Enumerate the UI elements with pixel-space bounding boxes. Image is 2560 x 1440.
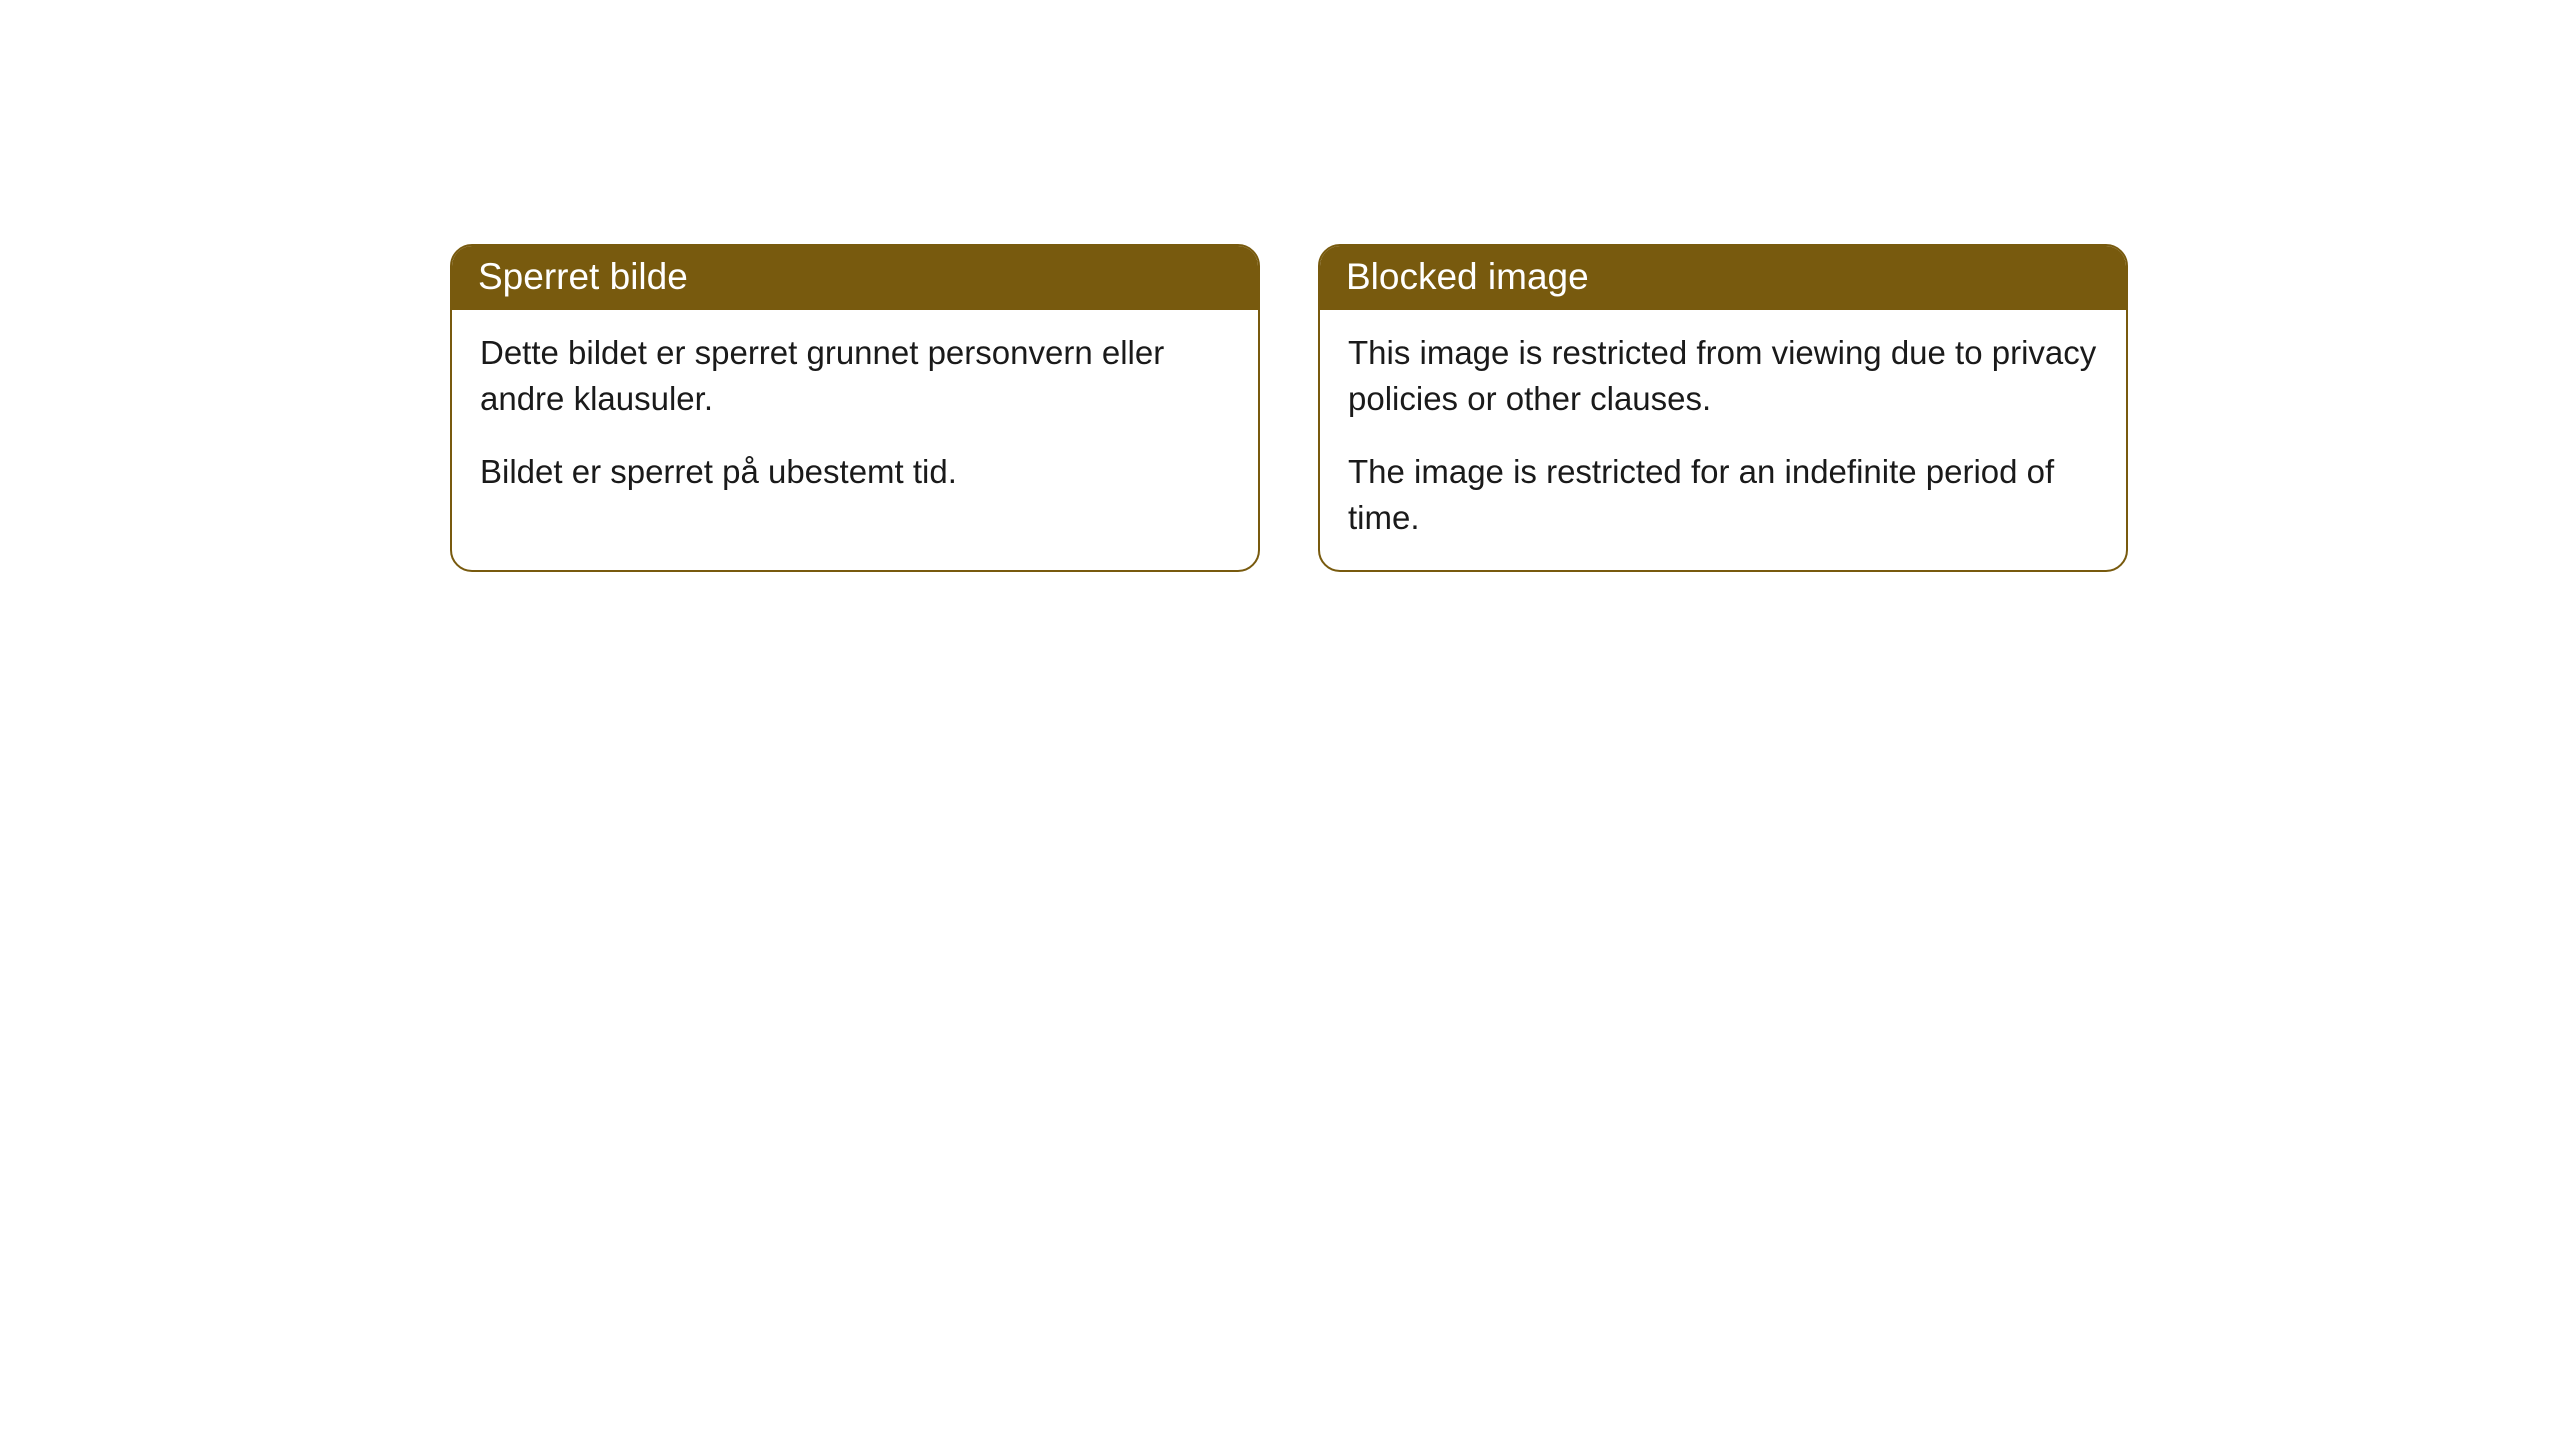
card-paragraph: Bildet er sperret på ubestemt tid. [480,449,1230,495]
card-paragraph: Dette bildet er sperret grunnet personve… [480,330,1230,421]
card-header: Blocked image [1320,246,2126,310]
card-paragraph: This image is restricted from viewing du… [1348,330,2098,421]
card-title: Sperret bilde [478,256,688,297]
card-header: Sperret bilde [452,246,1258,310]
card-body: This image is restricted from viewing du… [1320,310,2126,570]
card-body: Dette bildet er sperret grunnet personve… [452,310,1258,525]
notice-card-english: Blocked image This image is restricted f… [1318,244,2128,572]
card-title: Blocked image [1346,256,1589,297]
notice-card-norwegian: Sperret bilde Dette bildet er sperret gr… [450,244,1260,572]
card-paragraph: The image is restricted for an indefinit… [1348,449,2098,540]
notice-cards-container: Sperret bilde Dette bildet er sperret gr… [450,244,2128,572]
